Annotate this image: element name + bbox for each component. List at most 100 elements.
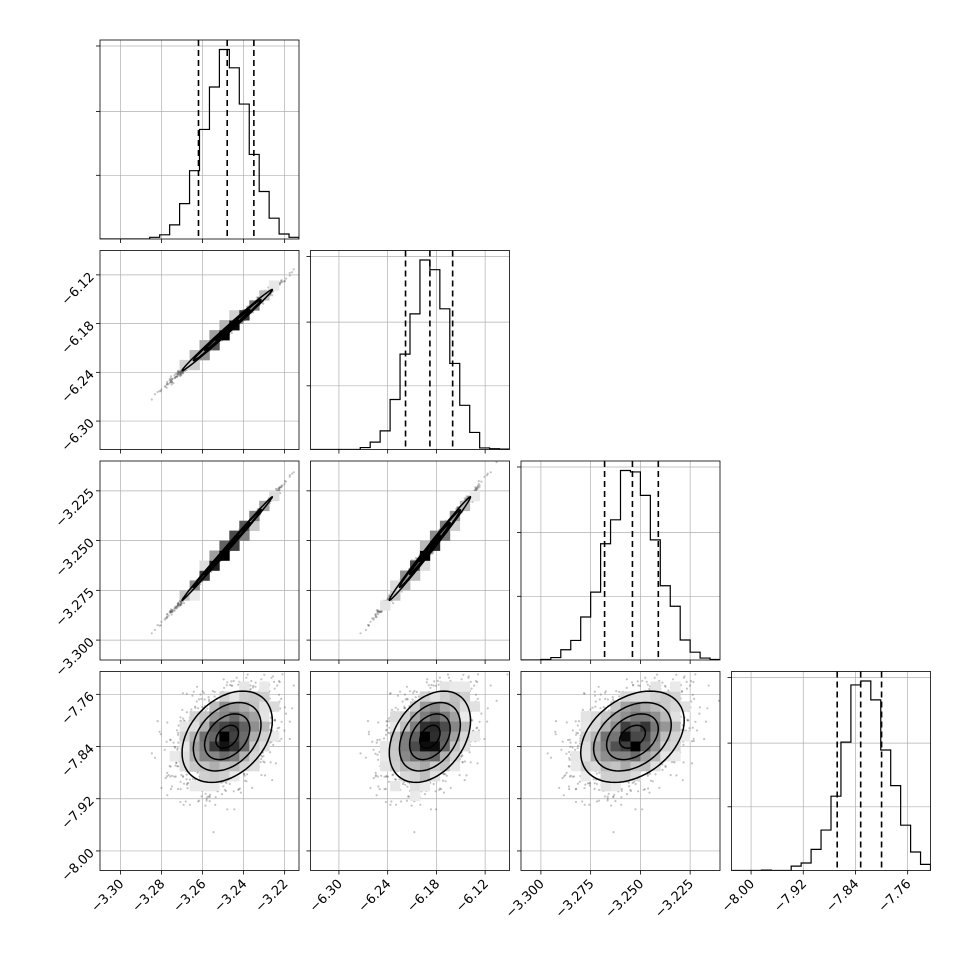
y-tick-label: −6.12	[59, 270, 98, 309]
sample-point	[179, 600, 183, 604]
sample-point	[177, 602, 180, 605]
sample-point	[279, 492, 282, 495]
sample-point	[167, 614, 170, 617]
grid	[310, 250, 510, 450]
sample-point	[166, 383, 169, 386]
sample-point	[156, 623, 159, 627]
sample-point	[177, 602, 180, 605]
sample-point	[177, 369, 180, 372]
sample-point	[277, 487, 281, 490]
panel-frame	[99, 250, 300, 450]
sample-point	[180, 601, 183, 605]
sample-point	[283, 482, 286, 486]
sample-point	[177, 372, 180, 376]
sample-point	[177, 601, 180, 604]
density-cell	[269, 280, 280, 291]
sample-point	[171, 609, 174, 612]
sample-point	[262, 302, 265, 305]
sample-point	[179, 372, 183, 375]
sample-point	[174, 372, 177, 375]
density-cell	[219, 320, 230, 331]
sample-point	[165, 615, 168, 619]
sample-point	[279, 282, 282, 285]
sample-point	[174, 376, 177, 379]
sample-point	[182, 602, 186, 605]
sample-point	[179, 601, 183, 605]
sample-point	[170, 383, 173, 386]
sample-point	[181, 372, 185, 375]
sample-point	[156, 390, 159, 394]
sample-point	[168, 378, 171, 381]
sample-point	[176, 375, 179, 378]
y-tick-label: −6.18	[59, 319, 98, 358]
sample-point	[180, 602, 183, 605]
sample-point	[170, 380, 173, 383]
sample-point	[175, 375, 178, 378]
histogram-step-0	[100, 48, 299, 239]
sample-point	[171, 377, 174, 380]
sample-point	[278, 486, 281, 489]
sample-point	[177, 603, 180, 607]
sample-point	[180, 371, 183, 374]
sample-point	[167, 382, 170, 386]
sample-point	[281, 280, 284, 284]
contour-level	[192, 298, 262, 362]
sample-point	[171, 381, 174, 384]
sample-point	[180, 373, 183, 376]
sample-point	[230, 331, 233, 334]
sample-point	[278, 487, 281, 490]
sample-point	[178, 603, 181, 606]
sample-point	[179, 374, 182, 377]
density-cell	[179, 359, 190, 371]
sample-point	[291, 271, 294, 274]
sample-point	[179, 371, 182, 374]
sample-point	[174, 607, 177, 610]
contour-level	[203, 308, 251, 352]
sample-point	[271, 294, 274, 297]
sample-point	[284, 480, 288, 483]
sample-point	[179, 372, 182, 375]
density-cell	[189, 359, 200, 371]
panel-frame	[99, 39, 300, 240]
sample-point	[169, 610, 172, 613]
sample-point	[177, 371, 180, 374]
sample-point	[169, 610, 172, 614]
contour-level	[181, 288, 274, 372]
sample-point	[169, 610, 172, 613]
sample-point	[165, 383, 168, 386]
sample-point	[256, 296, 259, 299]
sample-point	[283, 480, 286, 483]
sample-point	[308, 452, 310, 454]
sample-point	[283, 280, 286, 283]
sample-point	[170, 379, 173, 382]
sample-point	[169, 611, 172, 615]
sample-point	[292, 268, 295, 271]
sample-point	[182, 371, 185, 374]
sample-point	[173, 374, 176, 377]
sample-point	[158, 624, 161, 627]
sample-point	[300, 262, 302, 264]
sample-point	[278, 486, 281, 489]
sample-point	[177, 370, 180, 373]
scatter-panel-1-0: −6.30−6.24−6.18−6.12	[59, 250, 302, 455]
density-cell	[189, 350, 200, 361]
sample-point	[179, 373, 182, 376]
sample-point	[179, 371, 183, 374]
histogram-panel-1	[306, 250, 510, 454]
sample-point	[179, 373, 182, 376]
sample-point	[179, 603, 182, 606]
sample-point	[160, 620, 163, 623]
sample-point	[278, 488, 281, 492]
sample-point	[163, 385, 166, 388]
sample-point	[169, 610, 172, 613]
sample-point	[169, 608, 172, 611]
sample-point	[280, 279, 283, 282]
y-tick-label: −6.30	[59, 416, 98, 455]
sample-point	[284, 277, 288, 280]
sample-point	[280, 486, 283, 489]
sample-point	[160, 388, 163, 391]
sample-point	[175, 375, 178, 378]
sample-point	[179, 603, 182, 607]
sample-point	[170, 610, 173, 613]
sample-point	[166, 382, 169, 385]
